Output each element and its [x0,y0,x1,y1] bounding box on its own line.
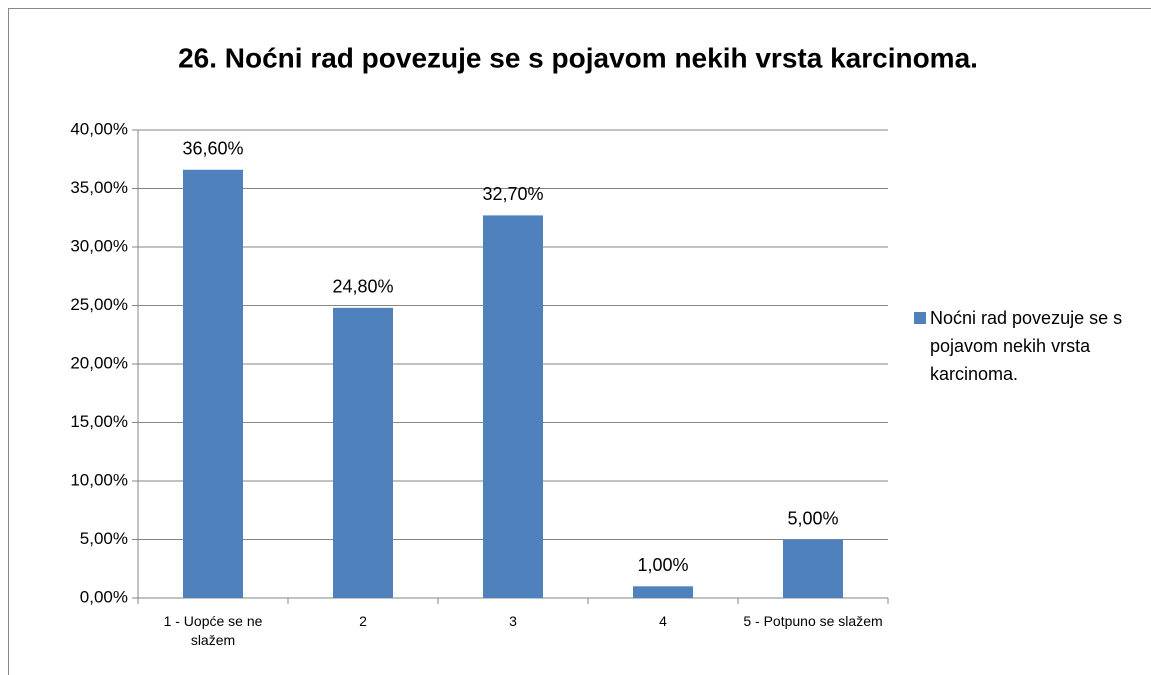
y-tick-label: 25,00% [70,295,128,314]
y-tick-label: 40,00% [70,119,128,138]
data-label: 5,00% [787,508,838,528]
x-tick-label: 2 [359,613,367,629]
data-label: 32,70% [482,184,543,204]
y-tick-label: 5,00% [80,529,128,548]
y-tick-label: 0,00% [80,587,128,606]
y-tick-label: 20,00% [70,353,128,372]
chart-title: 26. Noćni rad povezuje se s pojavom neki… [178,42,978,73]
y-tick-label: 35,00% [70,178,128,197]
bar [333,307,393,598]
x-tick-label: 3 [509,613,517,629]
y-tick-label: 15,00% [70,412,128,431]
bar [783,539,843,598]
legend-label: Noćni rad povezuje se s pojavom nekih vr… [930,308,1123,384]
y-tick-label: 30,00% [70,236,128,255]
data-label: 24,80% [332,277,393,297]
bar [183,169,243,598]
legend-swatch [914,312,926,324]
y-tick-label: 10,00% [70,470,128,489]
x-tick-label: 5 - Potpuno se slažem [743,613,883,629]
x-tick-label: 4 [659,613,667,629]
data-label: 36,60% [182,139,243,159]
bar [633,586,693,598]
data-label: 1,00% [637,555,688,575]
x-tick-label: 1 - Uopće se ne slažem [163,613,263,648]
bar [483,215,543,598]
chart-border [8,8,1151,675]
